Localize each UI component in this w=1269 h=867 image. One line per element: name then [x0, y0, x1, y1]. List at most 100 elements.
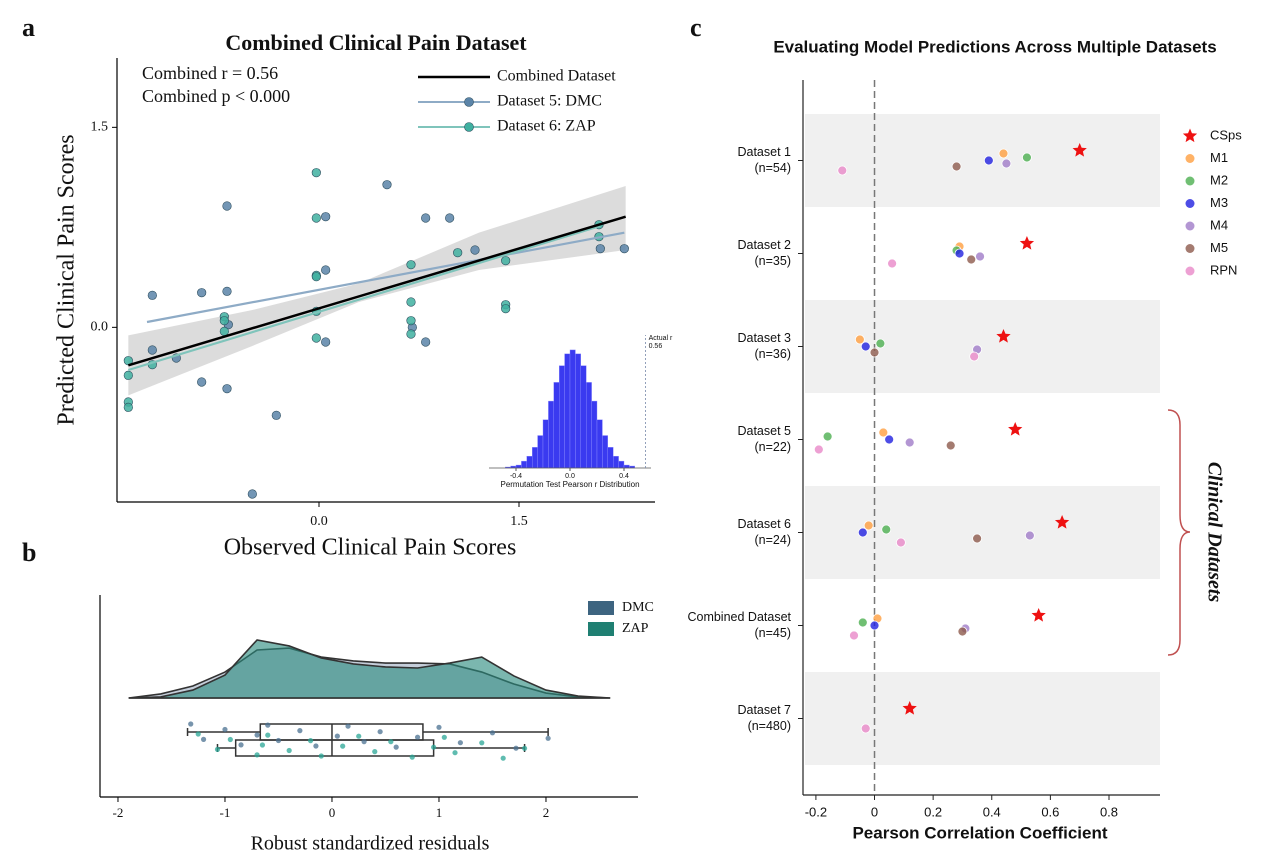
legend-label: M2: [1210, 172, 1228, 187]
dot-marker: [951, 161, 962, 172]
legend-label: RPN: [1210, 262, 1237, 277]
legend-marker: [1185, 244, 1195, 253]
dot-marker: [822, 431, 833, 442]
y-tick-label: 0.0: [91, 320, 109, 335]
jitter-point: [452, 750, 458, 756]
data-point: [222, 286, 232, 296]
data-point: [406, 329, 416, 339]
legend-label: M3: [1210, 195, 1228, 210]
legend-marker: [1185, 199, 1195, 208]
x-tick-label: 0.0: [565, 473, 575, 480]
data-point: [222, 384, 232, 394]
jitter-point: [414, 734, 421, 740]
jitter-point: [361, 739, 367, 745]
x-axis-label: Pearson Correlation Coefficient: [852, 823, 1107, 842]
dot-marker: [895, 537, 906, 548]
actual-r-label: Actual r: [649, 335, 673, 342]
x-tick-label: -0.2: [805, 804, 827, 819]
dot-marker: [1001, 158, 1012, 169]
category-label: Dataset 5: [737, 424, 791, 438]
y-tick-label: 1.5: [91, 120, 109, 135]
data-point: [321, 212, 331, 222]
legend-marker: [1185, 221, 1195, 231]
histogram-bar: [580, 365, 587, 469]
dot-marker: [954, 248, 965, 259]
category-count: (n=22): [755, 440, 791, 454]
legend-marker: [1185, 266, 1195, 276]
data-point: [271, 410, 281, 420]
legend-marker: [1185, 154, 1195, 163]
dot-marker: [884, 434, 895, 445]
x-axis-label: Permutation Test Pearson r Distribution: [500, 480, 639, 489]
jitter-point: [254, 732, 260, 738]
histogram-bar: [623, 464, 630, 469]
histogram-bar: [532, 447, 538, 469]
legend-label: M1: [1210, 150, 1228, 165]
data-point: [247, 489, 257, 499]
jitter-point: [200, 736, 207, 743]
jitter-point: [457, 740, 463, 746]
histogram-bar: [542, 419, 549, 469]
data-point: [147, 345, 157, 355]
histogram-bar: [618, 460, 625, 469]
legend-label: Dataset 5: DMC: [497, 93, 602, 110]
data-point: [406, 316, 416, 326]
legend-label: DMC: [622, 600, 654, 615]
y-axis-label: Predicted Clinical Pain Scores: [54, 134, 80, 425]
legend-label: M4: [1210, 217, 1228, 232]
x-axis-label: Robust standardized residuals: [251, 833, 490, 855]
category-label: Dataset 1: [737, 145, 791, 159]
legend-label: ZAP: [622, 621, 649, 636]
legend-swatch: [588, 601, 614, 615]
jitter-point: [431, 744, 437, 750]
dot-marker: [881, 524, 892, 535]
jitter-point: [265, 722, 271, 728]
legend-marker: [464, 97, 474, 107]
dot-marker: [887, 258, 898, 269]
dot-marker: [975, 251, 985, 262]
x-tick-label: 0.0: [310, 514, 328, 529]
x-tick-label: 1: [436, 805, 443, 820]
dot-marker: [878, 427, 889, 438]
histogram-bar: [521, 460, 528, 469]
dot-marker: [972, 533, 983, 544]
dot-marker: [857, 527, 868, 538]
jitter-point: [356, 733, 362, 739]
x-tick-label: 2: [543, 805, 550, 820]
jitter-point: [513, 745, 519, 751]
data-point: [619, 244, 629, 254]
star-marker: [1072, 143, 1087, 157]
x-tick-label: 0: [871, 804, 878, 819]
legend-label: Dataset 6: ZAP: [497, 118, 596, 135]
jitter-point: [259, 742, 266, 748]
jitter-point: [313, 743, 319, 749]
category-count: (n=36): [755, 347, 791, 361]
jitter-point: [500, 755, 506, 761]
clinical-bracket: [1167, 409, 1191, 656]
jitter-point: [265, 732, 271, 738]
dot-marker: [854, 334, 865, 345]
x-tick-label: -1: [220, 805, 231, 820]
data-point: [321, 337, 331, 347]
density-area: [128, 639, 611, 699]
dot-marker: [849, 630, 859, 641]
data-point: [445, 213, 455, 223]
data-point: [501, 304, 511, 314]
data-point: [222, 201, 232, 211]
data-point: [123, 370, 133, 380]
jitter-point: [409, 754, 415, 760]
data-point: [311, 168, 321, 178]
legend-marker: [464, 122, 474, 132]
data-point: [595, 244, 605, 254]
data-point: [311, 272, 321, 282]
x-tick-label: 0: [329, 805, 336, 820]
star-marker: [996, 329, 1011, 343]
data-point: [123, 402, 133, 412]
jitter-point: [254, 752, 260, 758]
data-point: [219, 316, 229, 326]
data-point: [219, 326, 229, 336]
dot-marker: [966, 254, 977, 265]
histogram-bar: [537, 435, 544, 469]
